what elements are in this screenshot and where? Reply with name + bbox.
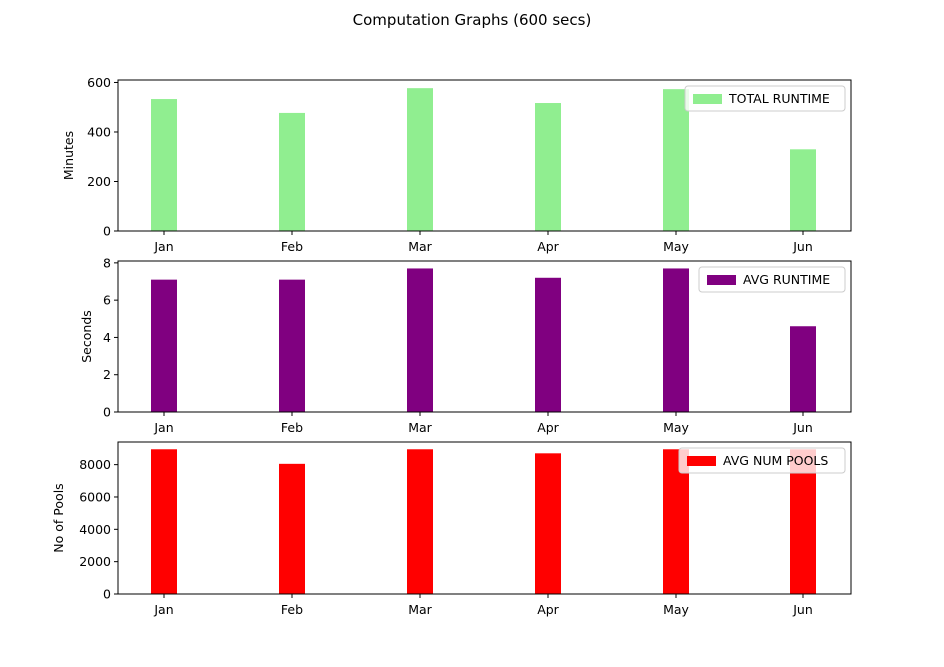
y-tick-label: 0 [103,405,111,420]
legend: AVG NUM POOLS [678,447,846,474]
y-axis-label: Seconds [79,310,94,363]
y-tick-label: 400 [87,124,111,139]
x-tick-label: May [663,239,689,254]
bar-apr [535,277,561,412]
legend-box [684,85,846,112]
bar-feb [279,112,305,231]
y-tick-label: 4 [103,330,111,345]
bar-jan [151,279,177,412]
legend: TOTAL RUNTIME [684,85,846,112]
y-tick-label: 2000 [79,554,111,569]
x-tick-label: Mar [408,239,432,254]
legend-box [678,447,846,474]
legend-label: TOTAL RUNTIME [728,91,830,106]
bar-mar [407,449,433,594]
legend-swatch [707,275,736,285]
legend-label: AVG NUM POOLS [723,453,828,468]
y-tick-label: 2 [103,367,111,382]
bar-jan [151,449,177,594]
x-tick-label: Jan [153,239,173,254]
y-tick-label: 8 [103,255,111,270]
bar-feb [279,279,305,412]
subplot-2: AVG RUNTIME 0 2 4 6 8 Jan Feb Mar Apr May Jun Second… [79,255,852,435]
legend-label: AVG RUNTIME [743,272,830,287]
x-tick-label: Apr [537,420,559,435]
axes-frame [117,441,852,595]
bar-may [663,89,689,231]
bar-mar [407,268,433,412]
subplot-1: TOTAL RUNTIME 0 200 400 600 Jan Feb Mar Apr May Ju… [61,75,852,254]
x-tick-label: Jun [792,239,813,254]
legend-swatch [693,94,722,104]
y-axis-label: Minutes [61,131,76,180]
legend-box [698,266,846,293]
legend-swatch [687,456,716,466]
axes-frame [117,79,852,232]
bar-apr [535,453,561,594]
y-tick-label: 200 [87,174,111,189]
bar-mar [407,88,433,231]
x-tick-label: Jun [792,420,813,435]
bar-apr [535,103,561,231]
y-tick-label: 0 [103,224,111,239]
y-tick-label: 600 [87,75,111,90]
subplot-3: AVG NUM POOLS 0 2000 4000 6000 8000 Jan Feb Mar A… [51,441,852,617]
y-tick-label: 8000 [79,457,111,472]
y-tick-label: 6000 [79,489,111,504]
figure-title: Computation Graphs (600 secs) [353,11,592,29]
x-tick-label: Jan [153,420,173,435]
y-tick-label: 4000 [79,522,111,537]
bar-may [663,268,689,412]
x-tick-label: Feb [281,420,303,435]
legend: AVG RUNTIME [698,266,846,293]
x-tick-label: Jun [792,602,813,617]
y-axis-label: No of Pools [51,483,66,552]
bar-jan [151,99,177,231]
x-tick-label: Apr [537,239,559,254]
x-tick-label: Mar [408,420,432,435]
x-tick-label: Feb [281,602,303,617]
x-tick-label: May [663,602,689,617]
x-tick-label: Jan [153,602,173,617]
x-tick-label: Feb [281,239,303,254]
y-tick-label: 6 [103,293,111,308]
bar-feb [279,463,305,594]
x-tick-label: Apr [537,602,559,617]
y-tick-label: 0 [103,587,111,602]
x-tick-label: May [663,420,689,435]
bar-jun [790,149,816,231]
axes-frame [117,260,852,413]
bar-jun [790,326,816,412]
x-tick-label: Mar [408,602,432,617]
